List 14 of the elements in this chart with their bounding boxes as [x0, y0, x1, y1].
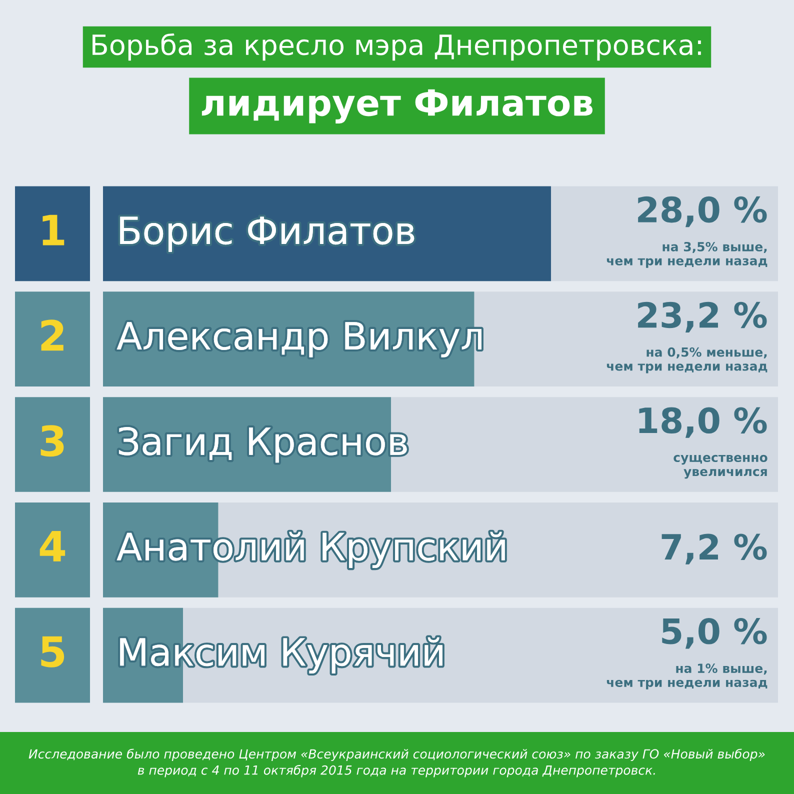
- data-label: 28,0 % на 3,5% выше, чем три недели назад: [606, 196, 768, 268]
- text: 2: [41, 320, 64, 351]
- text: 4: [40, 531, 66, 562]
- text: 1: [42, 214, 64, 246]
- text: 3: [40, 425, 64, 457]
- text: Исследование было проведено Центром «Всеукраинский социологический союз» по заказу ГО «Новый выбор» в период с 4 по 11 октября 2015 года на территории города Днепропетровск.: [28, 748, 765, 778]
- chart-subtitle: лидирует Филатов: [202, 89, 592, 124]
- data-label: 23,2 % на 0,5% меньше, чем три недели назад: [606, 302, 768, 374]
- text: 5: [41, 636, 64, 668]
- data-label: 7,2 %: [662, 534, 767, 564]
- y-tick-label: Борис Филатов: [120, 216, 414, 252]
- data-label: 18,0 % существенно увеличился: [639, 407, 768, 479]
- data-label: 5,0 % на 1% выше, чем три недели назад: [606, 618, 768, 690]
- chart-title: Борьба за кресло мэра Днепропетровска:: [92, 33, 701, 61]
